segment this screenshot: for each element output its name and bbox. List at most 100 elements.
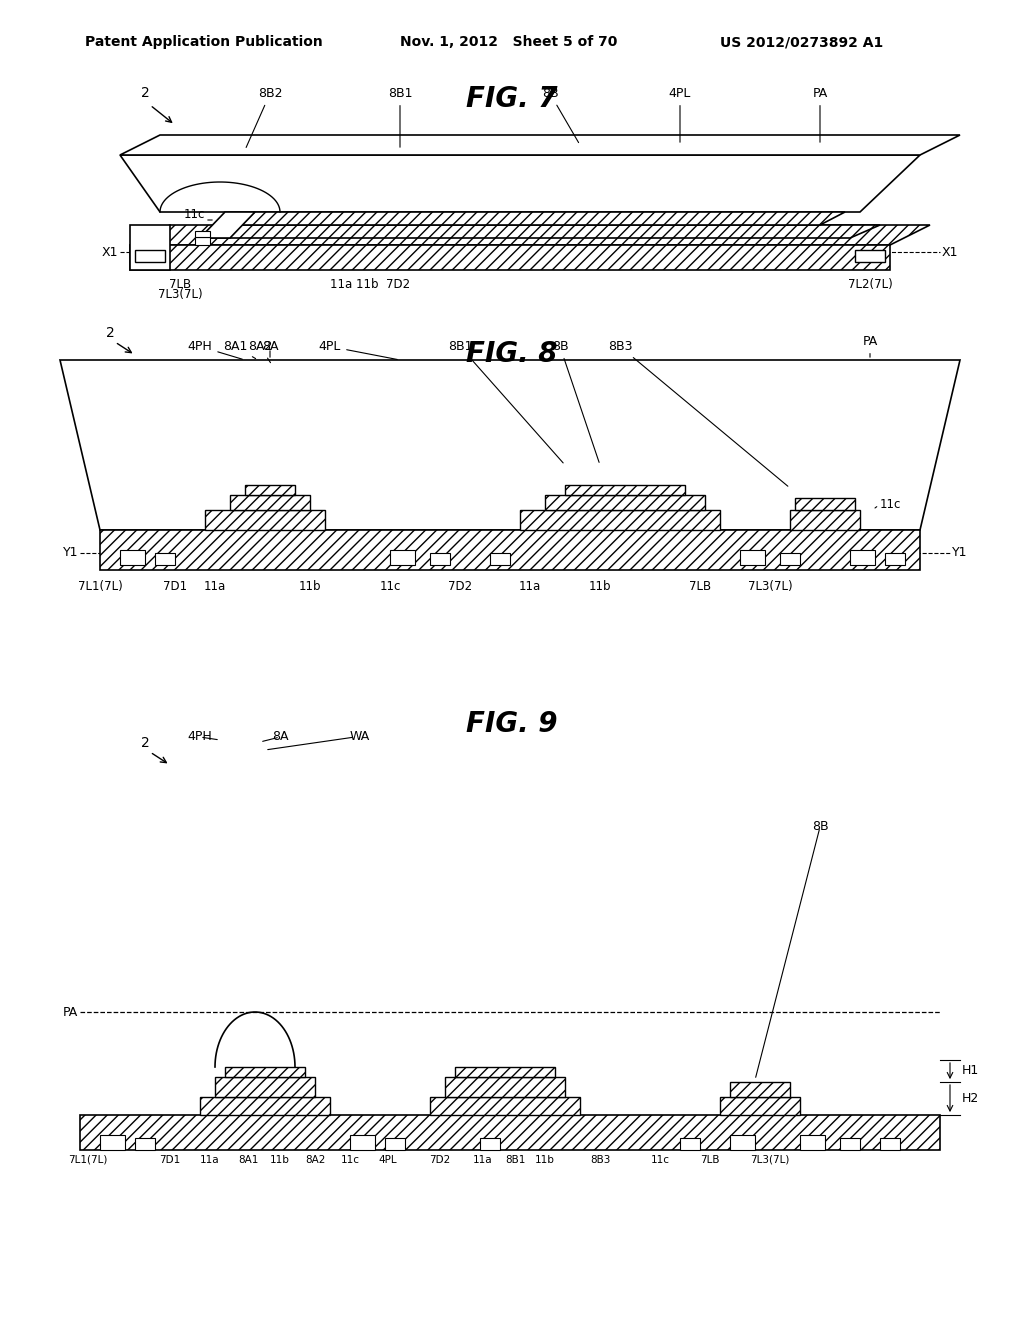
FancyBboxPatch shape bbox=[490, 553, 510, 565]
Text: 11a: 11a bbox=[200, 1155, 220, 1166]
Text: X1: X1 bbox=[101, 246, 118, 259]
Text: 11a 11b  7D2: 11a 11b 7D2 bbox=[330, 279, 410, 290]
FancyBboxPatch shape bbox=[430, 553, 450, 565]
FancyBboxPatch shape bbox=[390, 550, 415, 565]
FancyBboxPatch shape bbox=[385, 1138, 406, 1150]
Text: 7L2(7L): 7L2(7L) bbox=[848, 279, 892, 290]
Text: PA: PA bbox=[62, 1006, 78, 1019]
Text: FIG. 7: FIG. 7 bbox=[466, 84, 558, 114]
Text: 8B: 8B bbox=[542, 87, 579, 143]
Text: H1: H1 bbox=[962, 1064, 979, 1077]
Text: H2: H2 bbox=[962, 1093, 979, 1106]
FancyBboxPatch shape bbox=[230, 495, 310, 510]
FancyBboxPatch shape bbox=[730, 1135, 755, 1150]
Text: 7D2: 7D2 bbox=[447, 579, 472, 593]
Text: 11b: 11b bbox=[270, 1155, 290, 1166]
FancyBboxPatch shape bbox=[195, 231, 210, 238]
FancyBboxPatch shape bbox=[455, 1067, 555, 1077]
Text: FIG. 8: FIG. 8 bbox=[466, 341, 558, 368]
Polygon shape bbox=[200, 224, 880, 238]
FancyBboxPatch shape bbox=[885, 553, 905, 565]
FancyBboxPatch shape bbox=[215, 1077, 315, 1097]
FancyBboxPatch shape bbox=[445, 1077, 565, 1097]
Text: 7L3(7L): 7L3(7L) bbox=[748, 579, 793, 593]
Text: 7D2: 7D2 bbox=[429, 1155, 451, 1166]
Text: 11a: 11a bbox=[204, 579, 226, 593]
Text: 4PL: 4PL bbox=[379, 1155, 397, 1166]
Text: 2: 2 bbox=[105, 326, 115, 341]
FancyBboxPatch shape bbox=[855, 249, 885, 261]
FancyBboxPatch shape bbox=[195, 238, 210, 246]
FancyBboxPatch shape bbox=[880, 1138, 900, 1150]
Text: 11b: 11b bbox=[589, 579, 611, 593]
FancyBboxPatch shape bbox=[135, 249, 165, 261]
Text: 7D1: 7D1 bbox=[163, 579, 187, 593]
FancyBboxPatch shape bbox=[565, 484, 685, 495]
FancyBboxPatch shape bbox=[740, 550, 765, 565]
FancyBboxPatch shape bbox=[200, 1097, 330, 1115]
FancyBboxPatch shape bbox=[795, 498, 855, 510]
Text: 7LB: 7LB bbox=[689, 579, 711, 593]
Text: PA: PA bbox=[812, 87, 827, 143]
FancyBboxPatch shape bbox=[780, 553, 800, 565]
FancyBboxPatch shape bbox=[545, 495, 705, 510]
Text: 8B2: 8B2 bbox=[246, 87, 283, 148]
FancyBboxPatch shape bbox=[480, 1138, 500, 1150]
FancyBboxPatch shape bbox=[430, 1097, 580, 1115]
Text: 8B3: 8B3 bbox=[590, 1155, 610, 1166]
FancyBboxPatch shape bbox=[155, 553, 175, 565]
FancyBboxPatch shape bbox=[800, 1135, 825, 1150]
Text: 11c: 11c bbox=[341, 1155, 359, 1166]
Text: 8B1: 8B1 bbox=[505, 1155, 525, 1166]
Text: 8A1: 8A1 bbox=[223, 341, 256, 359]
Text: 11a: 11a bbox=[473, 1155, 493, 1166]
Text: X1: X1 bbox=[942, 246, 958, 259]
Text: 7L1(7L): 7L1(7L) bbox=[78, 579, 123, 593]
FancyBboxPatch shape bbox=[205, 510, 325, 531]
Polygon shape bbox=[130, 224, 930, 246]
FancyBboxPatch shape bbox=[720, 1097, 800, 1115]
Polygon shape bbox=[100, 531, 920, 570]
Text: 8B: 8B bbox=[812, 820, 828, 833]
Polygon shape bbox=[200, 213, 255, 238]
Text: Patent Application Publication: Patent Application Publication bbox=[85, 36, 323, 49]
FancyBboxPatch shape bbox=[135, 1138, 155, 1150]
FancyBboxPatch shape bbox=[120, 550, 145, 565]
Polygon shape bbox=[130, 246, 890, 271]
Text: 7LB: 7LB bbox=[169, 279, 191, 290]
Text: 8B3: 8B3 bbox=[608, 341, 787, 486]
Text: 11b: 11b bbox=[299, 579, 322, 593]
FancyBboxPatch shape bbox=[80, 1115, 940, 1150]
Text: 4PH: 4PH bbox=[187, 341, 243, 359]
Polygon shape bbox=[60, 360, 961, 531]
Text: 8B: 8B bbox=[552, 341, 599, 462]
Text: 11b: 11b bbox=[536, 1155, 555, 1166]
FancyBboxPatch shape bbox=[100, 1135, 125, 1150]
Polygon shape bbox=[120, 135, 961, 154]
Text: 8A2: 8A2 bbox=[305, 1155, 326, 1166]
Polygon shape bbox=[120, 154, 920, 213]
Text: US 2012/0273892 A1: US 2012/0273892 A1 bbox=[720, 36, 884, 49]
FancyBboxPatch shape bbox=[225, 1067, 305, 1077]
Text: 11c: 11c bbox=[183, 209, 205, 222]
Text: 11c: 11c bbox=[650, 1155, 670, 1166]
Text: 11c: 11c bbox=[379, 579, 400, 593]
FancyBboxPatch shape bbox=[850, 550, 874, 565]
Text: 2: 2 bbox=[140, 737, 150, 750]
Text: 7LB: 7LB bbox=[700, 1155, 720, 1166]
Text: 7L3(7L): 7L3(7L) bbox=[751, 1155, 790, 1166]
Text: WA: WA bbox=[350, 730, 370, 743]
FancyBboxPatch shape bbox=[840, 1138, 860, 1150]
Text: 8A2: 8A2 bbox=[248, 341, 272, 363]
Text: 4PH: 4PH bbox=[187, 730, 212, 743]
Text: FIG. 9: FIG. 9 bbox=[466, 710, 558, 738]
FancyBboxPatch shape bbox=[350, 1135, 375, 1150]
Text: 7L1(7L): 7L1(7L) bbox=[69, 1155, 108, 1166]
Text: Y1: Y1 bbox=[952, 546, 968, 560]
Text: 7L3(7L): 7L3(7L) bbox=[158, 288, 203, 301]
FancyBboxPatch shape bbox=[245, 484, 295, 495]
Text: 4PL: 4PL bbox=[669, 87, 691, 143]
FancyBboxPatch shape bbox=[790, 510, 860, 531]
Text: 8A: 8A bbox=[271, 730, 288, 743]
Polygon shape bbox=[130, 224, 170, 271]
